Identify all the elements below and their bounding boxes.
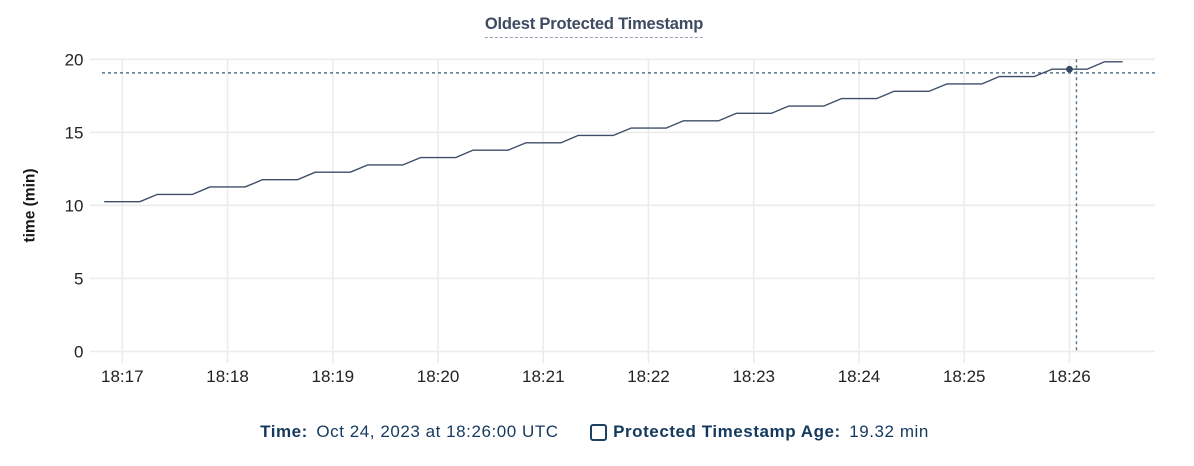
svg-text:18:18: 18:18 bbox=[206, 367, 249, 386]
svg-text:18:19: 18:19 bbox=[312, 367, 355, 386]
svg-text:18:22: 18:22 bbox=[627, 367, 670, 386]
svg-text:18:21: 18:21 bbox=[522, 367, 565, 386]
series-toggle-checkbox[interactable] bbox=[589, 423, 607, 441]
svg-text:0: 0 bbox=[74, 342, 83, 361]
hover-crosshair bbox=[102, 59, 1155, 352]
x-axis-tick-labels: 18:17 18:18 18:19 18:20 18:21 18:22 18:23 18:24… bbox=[101, 367, 1091, 386]
svg-text:18:24: 18:24 bbox=[838, 367, 881, 386]
svg-text:15: 15 bbox=[65, 123, 84, 142]
y-axis-tick-labels: 0 5 10 15 20 bbox=[65, 50, 84, 361]
legend-series-value: 19.32 min bbox=[849, 422, 929, 441]
series-line-protected-timestamp-age bbox=[104, 61, 1123, 203]
svg-text:18:25: 18:25 bbox=[943, 367, 986, 386]
legend-time: Time: Oct 24, 2023 at 18:26:00 UTC bbox=[260, 422, 559, 442]
svg-text:18:23: 18:23 bbox=[732, 367, 775, 386]
hover-point-dot bbox=[1066, 65, 1073, 73]
legend-time-value: Oct 24, 2023 at 18:26:00 UTC bbox=[316, 422, 559, 441]
legend-series[interactable]: Protected Timestamp Age: 19.32 min bbox=[589, 422, 929, 442]
y-axis-label: time (min) bbox=[22, 168, 39, 242]
svg-text:18:20: 18:20 bbox=[417, 367, 460, 386]
legend-series-label: Protected Timestamp Age: bbox=[613, 422, 841, 441]
svg-text:18:17: 18:17 bbox=[101, 367, 144, 386]
svg-text:20: 20 bbox=[65, 50, 84, 69]
chart-legend: Time: Oct 24, 2023 at 18:26:00 UTC Prote… bbox=[0, 422, 1194, 442]
chart-title[interactable]: Oldest Protected Timestamp bbox=[484, 16, 703, 38]
gridlines bbox=[90, 58, 1155, 363]
svg-text:5: 5 bbox=[74, 269, 83, 288]
svg-text:10: 10 bbox=[65, 196, 84, 215]
svg-text:18:26: 18:26 bbox=[1048, 367, 1091, 386]
legend-time-label: Time: bbox=[260, 422, 308, 441]
